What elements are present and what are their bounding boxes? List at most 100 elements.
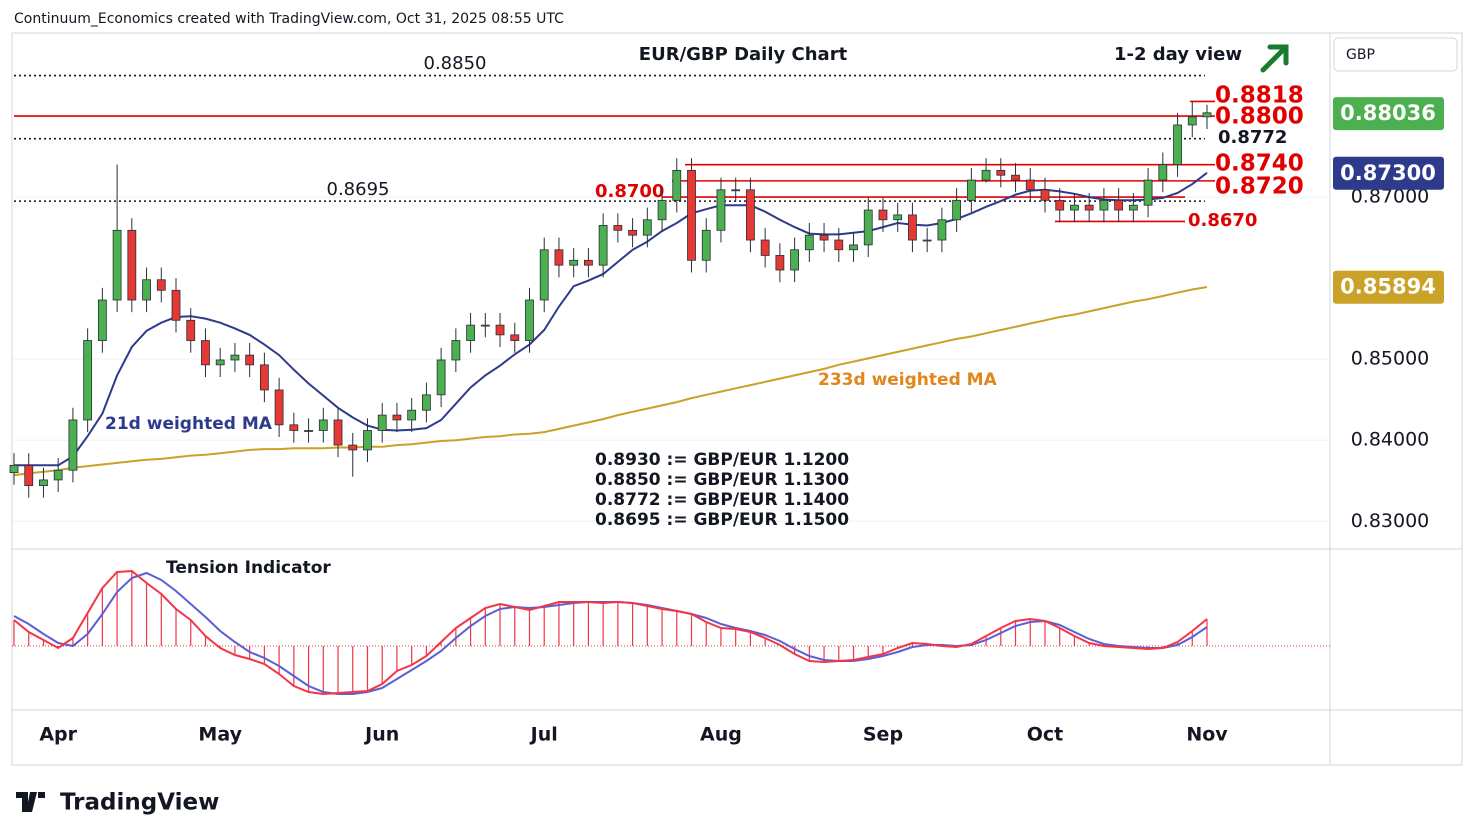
chart-frame (11, 32, 1463, 766)
candle-body (348, 444, 358, 451)
footer-text: TradingView (60, 790, 219, 816)
candle-body (510, 334, 520, 341)
conversion-note: 0.8930 := GBP/EUR 1.1200 (595, 450, 849, 470)
level-label: 0.8772 (1218, 127, 1287, 148)
ma233-price-label: 0.85894 (1340, 275, 1436, 299)
candle-body (1158, 164, 1168, 181)
candle-body (937, 219, 947, 241)
candle-body (1187, 116, 1197, 126)
candle-body (466, 324, 475, 341)
level-label: 0.8695 (327, 179, 390, 200)
candle-body (68, 419, 78, 471)
x-tick-label: Oct (1027, 724, 1064, 746)
candle-body (436, 359, 446, 396)
candle-body (981, 169, 991, 181)
conversion-note: 0.8850 := GBP/EUR 1.1300 (595, 470, 849, 490)
ma-label: 233d weighted MA (818, 370, 998, 390)
candle-body (893, 214, 903, 221)
conversion-note: 0.8772 := GBP/EUR 1.1400 (595, 490, 849, 510)
conversion-note: 0.8695 := GBP/EUR 1.1500 (595, 510, 849, 530)
candle-body (849, 244, 858, 251)
candle-body (613, 225, 623, 231)
candle-body (922, 239, 932, 242)
candle-body (112, 229, 122, 301)
indicator-line (13, 569, 1208, 696)
candle-body (1099, 199, 1109, 211)
candle-body (657, 199, 667, 221)
ma-label: 21d weighted MA (105, 414, 273, 434)
candle-body (392, 414, 402, 421)
candle-body (628, 229, 637, 236)
candle-body (1202, 112, 1212, 118)
candle-body (701, 229, 711, 261)
level-label: 0.8818 (1215, 83, 1304, 109)
indicator-line (13, 571, 1208, 695)
candle-body (480, 324, 490, 327)
candle-body (790, 249, 800, 271)
candle-body (598, 225, 608, 266)
x-tick-label: May (198, 724, 242, 746)
chart-subtitle: 1-2 day view (1114, 44, 1242, 65)
candle-body (215, 359, 225, 366)
candle-body (142, 279, 151, 301)
candle-body (259, 364, 269, 391)
moving-average (13, 286, 1208, 477)
candle-body (834, 239, 844, 251)
x-tick-label: Jul (529, 724, 558, 746)
candle-body (878, 209, 888, 221)
candle-body (333, 419, 343, 446)
level-label: 0.8700 (595, 181, 664, 202)
last-price-label: 0.88036 (1340, 101, 1436, 125)
level-label: 0.8720 (1215, 174, 1304, 200)
candle-body (731, 189, 741, 192)
candle-body (407, 409, 417, 421)
candle-body (1055, 199, 1065, 211)
candle-body (746, 189, 755, 241)
x-tick-label: Sep (863, 724, 903, 746)
currency[interactable]: GBP (1346, 47, 1375, 63)
candle-body (908, 214, 917, 241)
footer-logo: TradingView (16, 790, 219, 816)
candle-body (289, 424, 299, 431)
x-tick-label: Aug (700, 724, 742, 746)
x-tick-label: Apr (39, 724, 77, 746)
candle-body (1114, 199, 1124, 211)
y-tick-label: 0.84000 (1351, 429, 1430, 451)
candle-body (775, 255, 785, 271)
candle-body (819, 234, 829, 241)
candle-body (171, 289, 181, 321)
candle-body (584, 259, 593, 266)
candle-body (554, 249, 564, 266)
candle-body (495, 324, 505, 336)
candle-body (318, 419, 328, 431)
candle-body (863, 209, 873, 246)
ma21-price-label-box (1333, 156, 1444, 190)
candle-body (186, 319, 196, 341)
level-label: 0.8670 (1188, 210, 1257, 231)
candle-body (451, 340, 461, 361)
candle-body (525, 299, 534, 341)
candle-body (53, 469, 63, 481)
candle-body (156, 279, 166, 291)
last-price-label-box (1333, 97, 1444, 131)
candle-body (1084, 204, 1094, 211)
x-tick-label: Nov (1186, 724, 1228, 746)
y-tick-label: 0.85000 (1351, 348, 1430, 370)
candle-body (1025, 179, 1035, 191)
candle-body (230, 354, 240, 361)
currency-box[interactable] (1333, 37, 1458, 72)
candle-body (24, 464, 34, 486)
level-label: 0.8740 (1215, 151, 1304, 177)
ma233-price-label-box (1333, 270, 1444, 304)
candle-body (421, 394, 431, 411)
candle-body (304, 430, 313, 432)
candle-body (1040, 189, 1050, 201)
candle-body (687, 169, 696, 261)
y-tick-label: 0.83000 (1351, 510, 1430, 532)
candle-body (39, 479, 48, 486)
logo-mark (16, 792, 45, 812)
candle-body (569, 259, 579, 266)
level-label: 0.8800 (1215, 104, 1304, 130)
